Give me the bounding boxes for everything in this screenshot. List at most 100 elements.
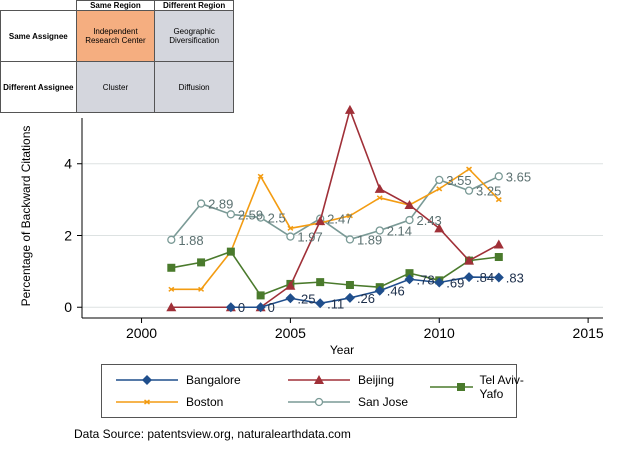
series-san-jose [167,172,503,244]
x-tick-label: 2000 [126,325,157,341]
legend-item: San Jose [286,395,408,409]
legend-swatch [116,375,178,385]
legend-label: Boston [186,395,224,409]
marker-diamond [374,285,385,296]
data-label: 2.47 [327,212,352,227]
marker-x [376,195,383,201]
series-line [171,168,500,291]
marker-diamond [464,272,475,283]
marker-diamond [285,293,296,304]
data-label: .11 [327,296,344,311]
marker-circle [435,175,444,185]
marker-circle [464,186,474,195]
assignee-region-matrix: Same Region Different Region Same Assign… [0,0,234,118]
legend-label: Tel Aviv-Yafo [479,373,524,401]
data-label: 3.65 [506,169,531,184]
marker-x [168,286,175,292]
marker-x [287,225,294,231]
marker-circle [196,199,206,208]
marker-circle [314,397,324,407]
marker-x [495,197,502,203]
chart-legend: Bangalore Beijing Tel Aviv-Yafo Boston San J… [101,364,524,418]
matrix-cell: Cluster [75,61,156,113]
x-axis-title: Year [330,343,354,357]
data-label: 2.43 [416,213,441,228]
matrix-col-header: Same Region [75,0,156,11]
x-tick-label: 2005 [275,325,306,341]
y-tick-label: 2 [64,227,72,243]
legend-swatch [288,397,350,407]
marker-square [457,383,465,391]
data-label: 3.55 [446,173,471,188]
series-line [230,276,499,309]
matrix-row-header: Different Assignee [0,61,77,113]
matrix-table: Same Region Different Region Same Assign… [0,0,234,113]
marker-diamond [142,375,152,385]
data-label: 3.25 [476,184,501,199]
marker-circle [494,172,503,181]
matrix-row-header: Same Assignee [0,10,77,62]
marker-square [167,263,176,272]
marker-triangle [464,255,475,265]
legend-label: Bangalore [186,373,241,387]
marker-diamond [493,272,504,283]
axes: 2000 2005 2010 2015 0 2 4 [64,92,604,341]
legend-item: Bangalore [114,373,241,387]
data-label: 0 [238,300,245,315]
marker-x [466,166,472,172]
marker-triangle [315,216,326,226]
marker-circle [286,232,295,241]
marker-diamond [225,302,236,313]
series-tel-aviv-yafo [167,247,503,300]
legend-item: Beijing [286,373,394,387]
marker-triangle [314,375,324,384]
marker-square [316,278,325,287]
data-label: 1.88 [178,233,203,248]
marker-circle [256,213,265,222]
matrix-cell: Diffusion [154,61,234,113]
marker-triangle [344,104,355,114]
data-label: 2.14 [387,223,412,238]
data-label: 1.89 [357,232,382,247]
legend-label: San Jose [358,395,409,409]
marker-square [345,280,354,289]
marker-diamond [344,292,355,303]
marker-circle [405,215,414,225]
marker-square [226,247,235,256]
data-label: .46 [387,284,405,299]
data-label: .25 [297,291,315,306]
legend-swatch [116,399,178,405]
legend-swatch [288,375,350,384]
marker-x [346,213,353,219]
marker-x [198,286,205,292]
marker-triangle [374,183,385,193]
data-label: 1.97 [297,230,322,245]
marker-circle [345,235,355,244]
x-tick-label: 2015 [573,325,604,341]
marker-square [256,291,265,300]
data-label: 2.59 [238,207,263,222]
marker-circle [375,226,384,235]
series-group [166,104,504,313]
marker-triangle [493,239,504,249]
data-label: 0 [268,300,275,315]
gridlines [82,163,603,308]
marker-diamond [255,302,266,313]
series-line [170,175,500,241]
marker-square [405,269,414,278]
marker-x [436,186,443,192]
matrix-col-header: Different Region [154,0,234,11]
data-label: 2.89 [208,197,233,212]
y-tick-label: 0 [64,299,72,315]
marker-diamond [434,277,445,288]
legend-item: Tel Aviv-Yafo [428,373,526,401]
series-line [171,250,499,297]
marker-square [197,258,206,267]
marker-circle [226,210,236,219]
legend-swatch [430,383,474,391]
x-tick-label: 2010 [424,325,455,341]
marker-x [144,399,150,405]
data-source-note: Data Source: patentsview.org, naturalear… [74,427,351,441]
marker-diamond [315,298,326,309]
